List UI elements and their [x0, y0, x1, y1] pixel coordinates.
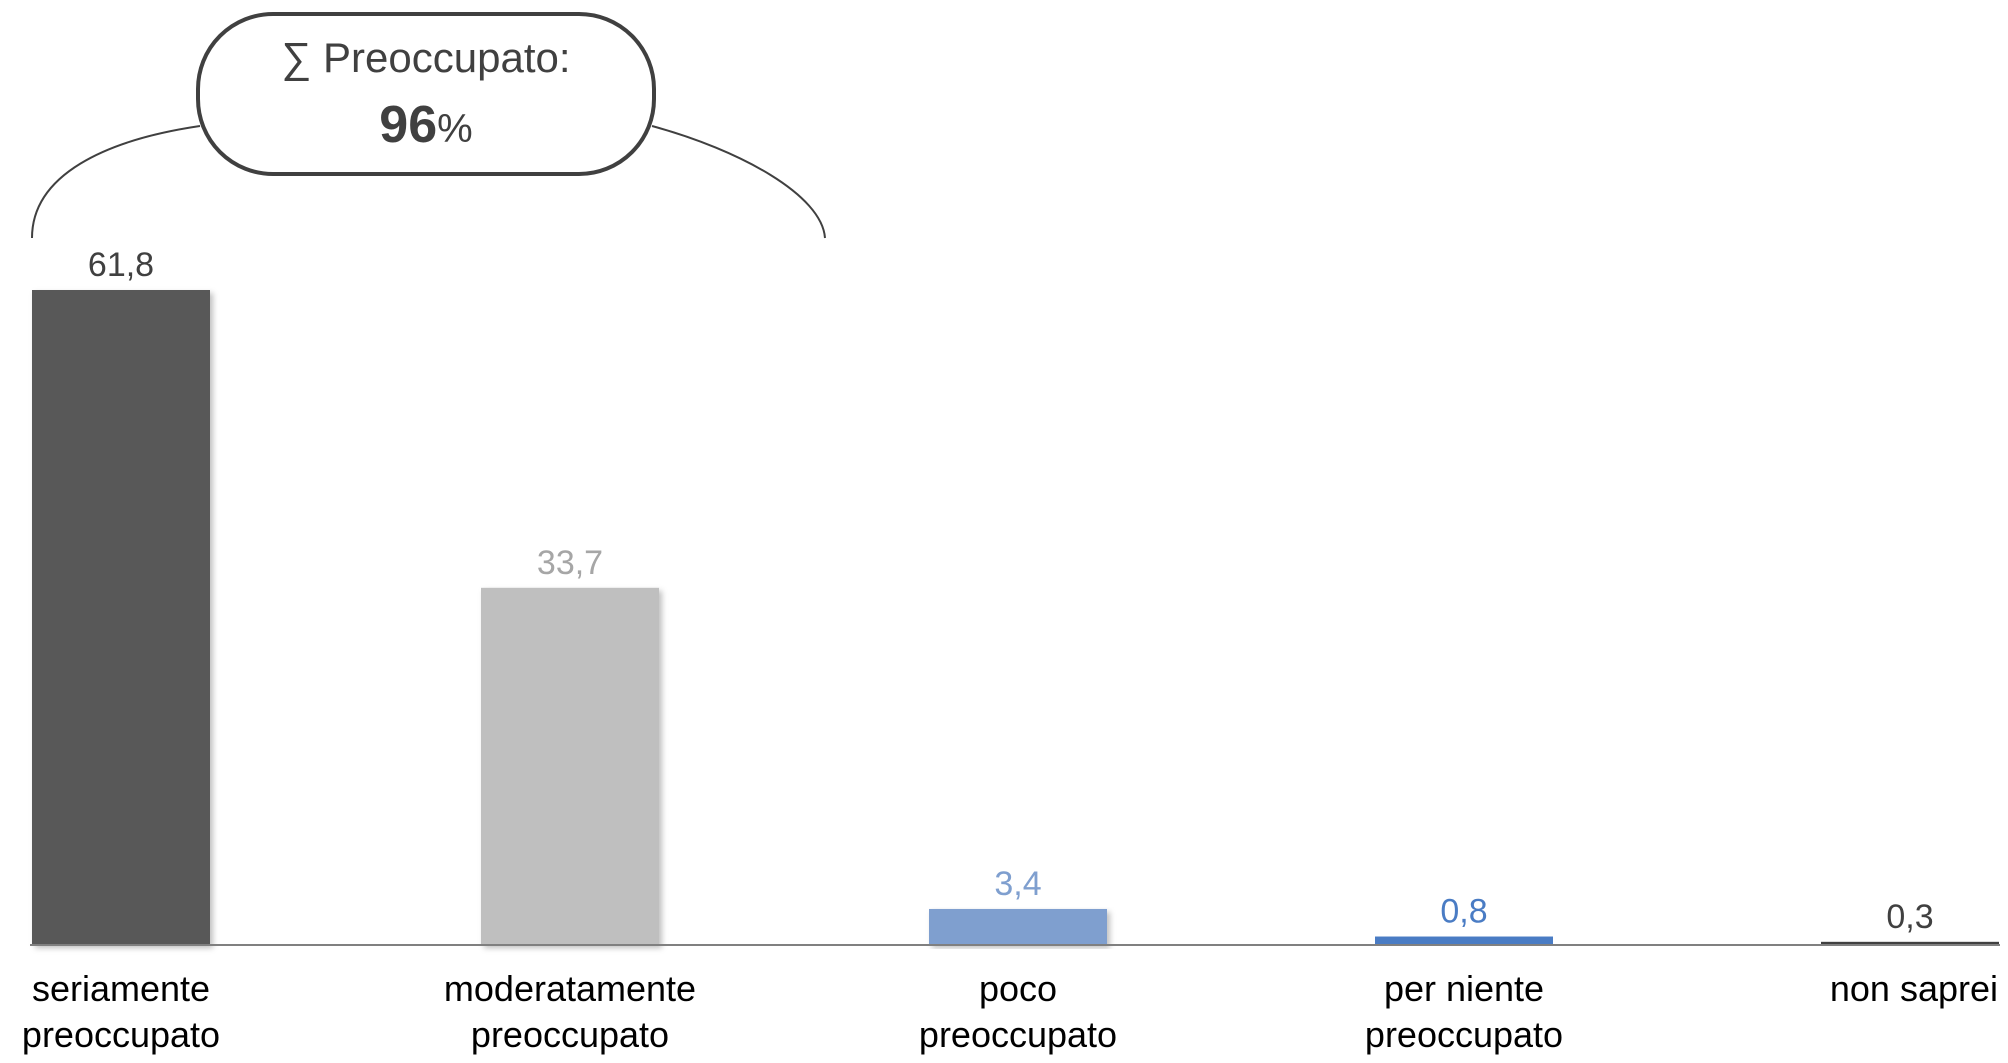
- category-label-0: seriamente preoccupato: [22, 968, 220, 1055]
- category-label-line: moderatamente: [444, 968, 696, 1009]
- sum-annotation: ∑ Preoccupato: 96%: [31, 12, 826, 239]
- value-label-3: 0,8: [1440, 893, 1487, 931]
- bars-layer: 61,8 seriamente preoccupato 33,7 moderatamen…: [22, 246, 1999, 1055]
- category-label-line: preoccupato: [22, 1014, 220, 1055]
- bar-3: [1375, 936, 1553, 945]
- bar-2: [929, 908, 1107, 945]
- category-label-2: poco preoccupato: [919, 968, 1117, 1055]
- category-label-line: non saprei: [1830, 968, 1998, 1009]
- value-label-2: 3,4: [994, 865, 1041, 903]
- bar-4: [1821, 941, 1999, 945]
- category-label-line: preoccupato: [1365, 1014, 1563, 1055]
- annotation-value-line: 96%: [379, 96, 472, 154]
- bar-1: [481, 587, 659, 945]
- category-label-line: preoccupato: [471, 1014, 669, 1055]
- category-label-1: moderatamente preoccupato: [444, 968, 696, 1055]
- annotation-prefix: ∑ Preoccupato:: [281, 34, 570, 81]
- annotation-bracket: [31, 125, 826, 239]
- category-label-line: per niente: [1384, 968, 1544, 1009]
- value-label-0: 61,8: [88, 246, 154, 284]
- category-label-3: per niente preoccupato: [1365, 968, 1563, 1055]
- value-label-1: 33,7: [537, 544, 603, 582]
- value-label-4: 0,3: [1886, 898, 1933, 936]
- annotation-value: 96: [379, 96, 437, 154]
- category-label-line: preoccupato: [919, 1014, 1117, 1055]
- category-label-line: seriamente: [32, 968, 210, 1009]
- category-label-4: non saprei: [1830, 968, 1998, 1009]
- category-label-line: poco: [979, 968, 1057, 1009]
- annotation-bubble: [196, 12, 656, 176]
- bar-0: [32, 290, 210, 945]
- annotation-suffix: %: [437, 107, 473, 151]
